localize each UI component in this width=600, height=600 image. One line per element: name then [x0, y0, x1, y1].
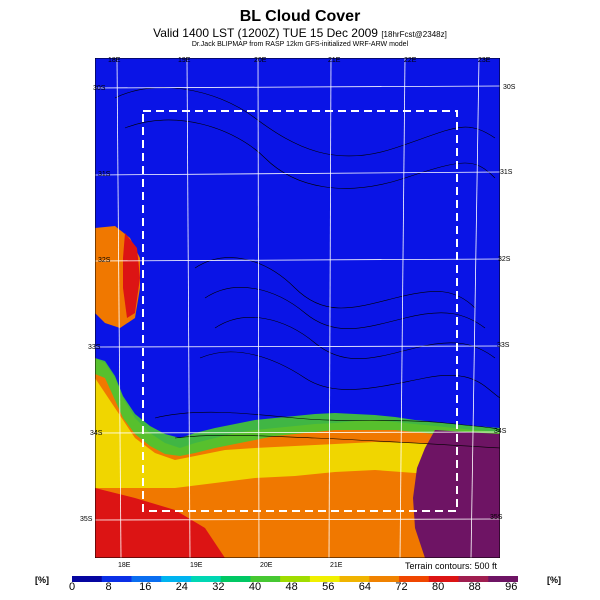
colorbar-label: 64 — [358, 581, 371, 593]
lon-label-bottom-3: 21E — [330, 562, 343, 569]
inner-domain-boundary — [142, 110, 458, 512]
colorbar-unit-left: [%] — [35, 575, 49, 585]
colorbar-swatch — [309, 576, 341, 582]
lat-label-left-5: 35S — [80, 516, 93, 523]
colorbar-swatch — [161, 576, 192, 582]
lon-label-top-5: 23E — [478, 57, 491, 64]
lon-label-top-3: 21E — [328, 57, 341, 64]
title: BL Cloud Cover — [239, 8, 361, 25]
colorbar-swatch — [190, 576, 222, 582]
colorbar-label: 96 — [505, 581, 518, 593]
lat-label-left-0: 30S — [93, 85, 106, 92]
colorbar-swatch — [101, 576, 132, 582]
colorbar-label: 48 — [285, 581, 298, 593]
lon-label-top-1: 19E — [178, 57, 191, 64]
colorbar-swatch — [458, 576, 489, 582]
lat-label-left-1: 31S — [98, 171, 111, 178]
colorbar-label: 80 — [431, 581, 445, 593]
cloud-band-yellow — [95, 378, 500, 488]
lon-label-top-2: 20E — [254, 57, 267, 64]
colorbar-swatch — [280, 576, 311, 582]
terrain-contours — [114, 87, 500, 449]
colorbar-swatch — [399, 576, 430, 582]
cloud-patch-west-core — [123, 233, 140, 318]
cloud-cover-map — [95, 58, 500, 558]
colorbar-swatch — [339, 576, 370, 582]
model-credit: Dr.Jack BLIPMAP from RASP 12km GFS-initi… — [191, 41, 409, 48]
forecast-time: [18hrFcst@2348z] — [381, 30, 447, 39]
colorbar-swatch — [131, 576, 162, 582]
colorbar-swatch — [488, 576, 518, 582]
valid-time: Valid 1400 LST (1200Z) TUE 15 Dec 2009 — [153, 26, 378, 40]
lat-label-right-2: 32S — [498, 256, 511, 263]
colorbar-label: 24 — [175, 581, 188, 593]
lat-label-right-4: 34S — [494, 428, 507, 435]
colorbar-swatch — [369, 576, 400, 582]
colorbar-swatch — [220, 576, 251, 582]
subtitle: Valid 1400 LST (1200Z) TUE 15 Dec 2009 [… — [0, 26, 600, 40]
cloud-band-red — [95, 488, 225, 558]
colorbar — [72, 576, 518, 582]
lat-label-right-5: 35S — [490, 514, 503, 521]
colorbar-swatch — [72, 576, 103, 582]
colorbar-label: 0 — [68, 581, 76, 593]
lat-lon-grid — [95, 58, 500, 558]
lon-label-bottom-2: 20E — [260, 562, 273, 569]
colorbar-label: 16 — [139, 581, 152, 593]
lon-label-bottom-0: 18E — [118, 562, 131, 569]
colorbar-unit-right: [%] — [547, 575, 561, 585]
lon-label-top-4: 22E — [404, 57, 417, 64]
colorbar-label: 88 — [468, 581, 481, 593]
colorbar-label: 32 — [212, 581, 225, 593]
colorbar-label: 56 — [322, 581, 335, 593]
colorbar-swatch — [250, 576, 281, 582]
terrain-contour-note: Terrain contours: 500 ft — [404, 561, 497, 571]
lat-label-left-3: 33S — [88, 344, 101, 351]
lon-label-bottom-1: 19E — [190, 562, 203, 569]
lat-label-right-3: 33S — [497, 342, 510, 349]
colorbar-label: 72 — [395, 581, 408, 593]
lat-label-right-0: 30S — [503, 84, 516, 91]
colorbar-label: 40 — [248, 581, 262, 593]
colorbar-swatch — [428, 576, 460, 582]
lat-label-right-1: 31S — [500, 169, 513, 176]
lat-label-left-4: 34S — [90, 430, 103, 437]
lon-label-top-0: 18E — [108, 57, 121, 64]
lat-label-left-2: 32S — [98, 257, 111, 264]
colorbar-label: 8 — [105, 581, 112, 593]
